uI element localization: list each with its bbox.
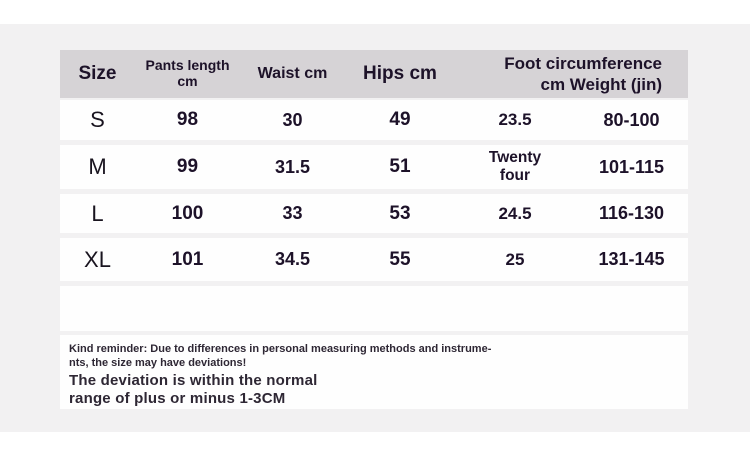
table-row-m: M 99 31.5 51 Twenty four 101-115 [60, 145, 688, 189]
weight-cell: 101-115 [598, 156, 665, 177]
pants-length-cell: 98 [176, 109, 199, 131]
column-header-size: Size [78, 63, 117, 85]
table-row-s: S 98 30 49 23.5 80-100 [60, 100, 688, 140]
foot-circumference-cell: 24.5 [498, 203, 532, 223]
size-chart-header-row: Size Pants length cm Waist cm Hips cm Fo… [60, 50, 688, 98]
hips-cell: 49 [389, 109, 411, 131]
table-row-l: L 100 33 53 24.5 116-130 [60, 194, 688, 233]
pants-length-cell: 99 [176, 156, 199, 178]
column-header-pants-length: Pants length cm [145, 57, 230, 89]
empty-table-row [60, 286, 688, 331]
reminder-note-small: Kind reminder: Due to differences in per… [69, 343, 492, 369]
reminder-note-large: The deviation is within the normal range… [69, 372, 318, 407]
pants-length-cell: 100 [171, 202, 204, 224]
pants-length-cell: 101 [171, 248, 204, 270]
size-chart-panel: Size Pants length cm Waist cm Hips cm Fo… [60, 50, 688, 409]
waist-cell: 34.5 [274, 249, 311, 270]
weight-cell: 116-130 [598, 203, 665, 224]
weight-cell: 80-100 [603, 109, 660, 130]
size-cell: XL [84, 246, 111, 272]
waist-cell: 31.5 [274, 156, 311, 177]
size-cell: M [88, 154, 107, 180]
foot-circumference-cell: 23.5 [498, 110, 532, 130]
reminder-block: Kind reminder: Due to differences in per… [60, 335, 688, 409]
waist-cell: 33 [282, 203, 303, 224]
weight-cell: 131-145 [598, 249, 665, 270]
table-row-xl: XL 101 34.5 55 25 131-145 [60, 238, 688, 281]
foot-circumference-cell: 25 [505, 249, 525, 269]
column-header-waist: Waist cm [257, 65, 328, 83]
size-cell: L [91, 200, 104, 226]
foot-circumference-cell: Twenty four [488, 149, 542, 184]
column-header-foot-circumference-weight: Foot circumference cm Weight (jin) [504, 53, 662, 94]
hips-cell: 51 [389, 156, 411, 178]
column-header-hips: Hips cm [363, 63, 437, 85]
size-cell: S [90, 107, 105, 133]
hips-cell: 55 [389, 248, 411, 270]
hips-cell: 53 [389, 202, 411, 224]
waist-cell: 30 [282, 109, 303, 130]
